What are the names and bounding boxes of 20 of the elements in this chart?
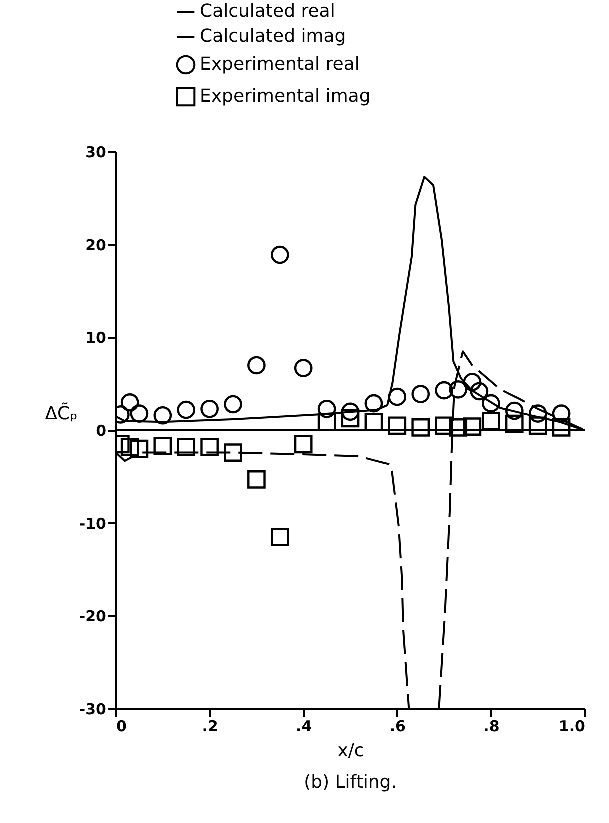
x-axis-title: x/c xyxy=(338,740,364,762)
text: (b) Lifting. xyxy=(304,772,397,793)
y-tick-label: -10 xyxy=(79,514,106,533)
x-tick-label: .6 xyxy=(390,718,406,736)
y-tick-label: 30 xyxy=(86,144,106,162)
legend-label: Experimental real xyxy=(200,54,360,75)
y-tick-label: 20 xyxy=(86,236,106,254)
legend-label: Calculated real xyxy=(200,1,336,22)
y-axis-title: ΔC̃ₚ xyxy=(45,402,78,424)
x-tick-label: .8 xyxy=(484,718,500,736)
y-tick-label: -30 xyxy=(79,700,106,718)
y-tick-label: 10 xyxy=(86,329,106,348)
legend-label: Calculated imag xyxy=(200,26,346,47)
x-tick-label: .4 xyxy=(296,718,312,736)
y-tick-label: -20 xyxy=(79,608,106,626)
x-tick-label: 1.0 xyxy=(558,718,586,736)
legend-label: Experimental imag xyxy=(200,86,371,107)
y-tick-label: 0 xyxy=(96,422,106,440)
x-tick-label: 0 xyxy=(116,718,127,736)
x-tick-label: .2 xyxy=(202,718,218,736)
